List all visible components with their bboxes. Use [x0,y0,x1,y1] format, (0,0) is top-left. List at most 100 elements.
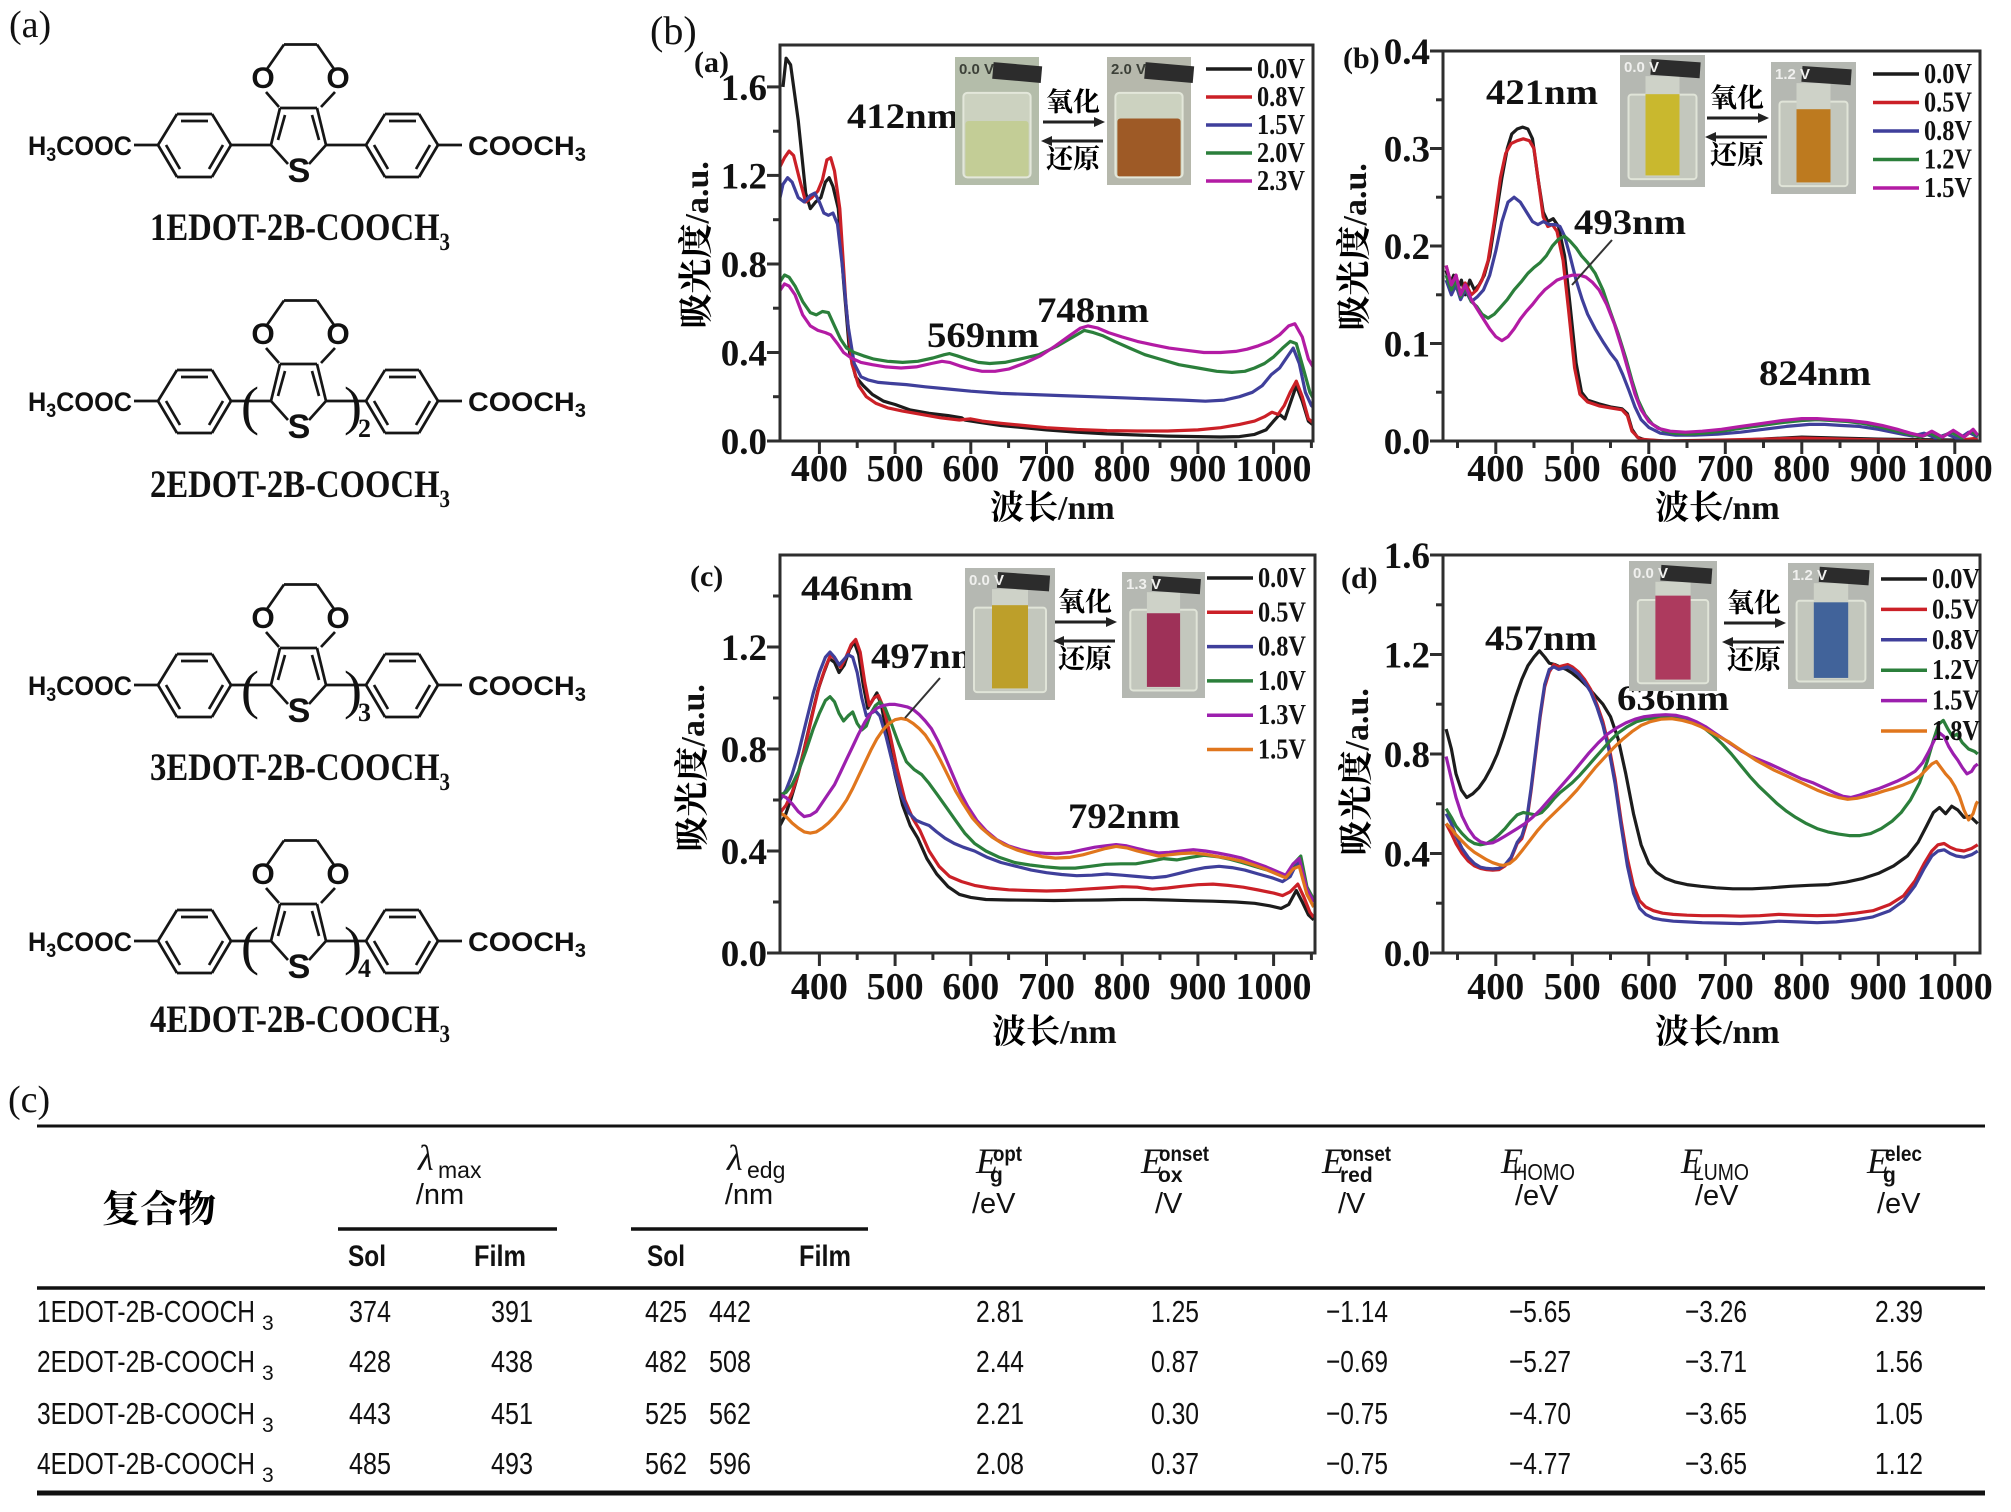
svg-text:1.2: 1.2 [721,156,767,197]
svg-text:2.08: 2.08 [976,1446,1024,1481]
svg-text:−0.75: −0.75 [1326,1396,1388,1431]
svg-text:λ: λ [726,1138,743,1178]
svg-text:(a): (a) [694,46,729,79]
svg-text:1.2: 1.2 [1384,636,1430,677]
svg-text:600: 600 [942,966,999,1008]
svg-text:2EDOT-2B-COOCH: 2EDOT-2B-COOCH [37,1344,255,1379]
svg-text:−5.65: −5.65 [1509,1294,1571,1329]
svg-text:1.2 V: 1.2 V [1792,567,1827,584]
svg-text:412nm: 412nm [847,96,959,136]
svg-text:0.30: 0.30 [1151,1396,1199,1431]
svg-text:1.2V: 1.2V [1924,145,1972,176]
svg-text:1.5V: 1.5V [1932,686,1980,717]
svg-text:S: S [288,948,311,986]
svg-text:−4.77: −4.77 [1509,1446,1571,1481]
svg-text:(b): (b) [650,8,697,53]
svg-text:(: ( [241,916,259,976]
svg-text:562: 562 [645,1446,687,1481]
svg-text:400: 400 [1467,966,1524,1008]
svg-text:/nm: /nm [725,1179,773,1211]
svg-text:S: S [288,152,311,190]
svg-text:400: 400 [791,448,848,490]
svg-text:1.5V: 1.5V [1924,173,1972,204]
svg-text:2.3V: 2.3V [1257,166,1305,197]
svg-text:H3COOC: H3COOC [28,387,132,422]
svg-text:1.5V: 1.5V [1258,735,1306,766]
svg-text:O: O [326,318,349,351]
svg-text:1.2V: 1.2V [1932,655,1980,686]
svg-text:500: 500 [867,448,924,490]
svg-text:800: 800 [1773,448,1830,490]
svg-text:elec: elec [1885,1143,1922,1166]
svg-text:(c): (c) [690,560,723,593]
svg-text:485: 485 [349,1446,391,1481]
svg-text:508: 508 [709,1344,751,1379]
svg-text:0.0V: 0.0V [1257,54,1305,85]
svg-text:S: S [288,408,311,446]
svg-text:COOCH3: COOCH 3 [468,927,586,962]
svg-text:0.8V: 0.8V [1932,625,1980,656]
svg-text:E: E [1866,1141,1889,1181]
svg-text:2: 2 [358,414,371,443]
svg-text:(b): (b) [1343,42,1380,75]
svg-text:500: 500 [1544,448,1601,490]
svg-text:/a.u.: /a.u. [1337,163,1374,226]
svg-text:1.8V: 1.8V [1932,716,1980,747]
svg-text:600: 600 [1620,448,1677,490]
svg-text:0.4: 0.4 [721,832,767,873]
svg-text:E: E [1500,1141,1523,1181]
svg-text:0.5V: 0.5V [1924,88,1972,119]
svg-text:max: max [438,1157,482,1183]
svg-text:1.56: 1.56 [1875,1344,1923,1379]
svg-text:−3.26: −3.26 [1685,1294,1747,1329]
svg-text:2.0V: 2.0V [1257,138,1305,169]
svg-text:0.5V: 0.5V [1258,597,1306,628]
svg-text:4: 4 [358,954,371,983]
svg-text:0.5V: 0.5V [1932,594,1980,625]
svg-text:1.6: 1.6 [1384,536,1430,577]
svg-text:−0.75: −0.75 [1326,1446,1388,1481]
svg-text:3: 3 [262,1464,274,1487]
svg-text:(: ( [241,376,259,436]
svg-text:421nm: 421nm [1486,72,1598,112]
svg-text:700: 700 [1018,966,1075,1008]
svg-text:H3COOC: H3COOC [28,671,132,706]
svg-text:0.0 V: 0.0 V [959,61,994,78]
svg-text:428: 428 [349,1344,391,1379]
svg-text:−1.14: −1.14 [1326,1294,1388,1329]
svg-text:−3.65: −3.65 [1685,1396,1747,1431]
svg-text:O: O [326,858,349,891]
svg-text:0.0: 0.0 [721,422,767,463]
svg-text:/a.u.: /a.u. [679,161,716,224]
svg-text:ox: ox [1158,1164,1183,1187]
svg-text:500: 500 [867,966,924,1008]
svg-text:800: 800 [1094,448,1151,490]
svg-text:600: 600 [942,448,999,490]
svg-text:493: 493 [491,1446,533,1481]
svg-text:/eV: /eV [1515,1180,1559,1212]
svg-text:O: O [326,602,349,635]
svg-text:2.44: 2.44 [976,1344,1024,1379]
svg-text:1.0V: 1.0V [1258,666,1306,697]
svg-text:/eV: /eV [1695,1180,1739,1212]
svg-text:Film: Film [799,1240,851,1273]
svg-text:/a.u.: /a.u. [675,684,712,747]
svg-text:(d): (d) [1341,562,1378,595]
svg-text:0.8V: 0.8V [1257,82,1305,113]
svg-text:/eV: /eV [1877,1188,1921,1220]
svg-text:/nm: /nm [1059,1014,1117,1051]
svg-text:E: E [975,1141,998,1181]
svg-text:−5.27: −5.27 [1509,1344,1571,1379]
svg-text:451: 451 [491,1396,533,1431]
svg-text:COOCH3: COOCH 3 [468,387,586,422]
svg-text:0.8V: 0.8V [1258,632,1306,663]
svg-text:/nm: /nm [416,1179,464,1211]
svg-text:O: O [251,602,274,635]
svg-text:): ) [344,660,362,720]
svg-text:374: 374 [349,1294,391,1329]
svg-text:E: E [1680,1141,1703,1181]
svg-text:3: 3 [358,698,371,727]
svg-text:0.2: 0.2 [1384,227,1430,268]
svg-text:/V: /V [1155,1188,1183,1220]
svg-text:0.1: 0.1 [1384,325,1430,366]
